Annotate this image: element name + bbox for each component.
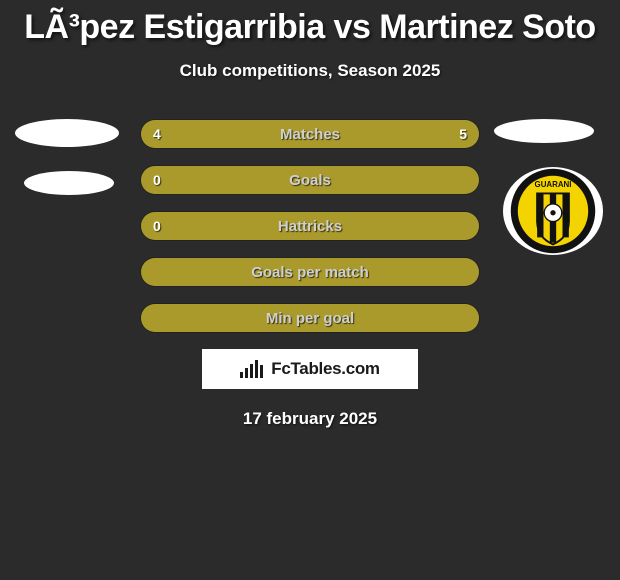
snapshot-date: 17 february 2025 <box>0 409 620 429</box>
guarani-crest-icon: GUARANI <box>503 167 603 255</box>
left-club-logo-2 <box>24 171 114 195</box>
stat-value-right: 5 <box>459 120 467 148</box>
stat-label: Min per goal <box>141 304 479 332</box>
left-player-logos <box>8 119 126 219</box>
stat-value-left: 4 <box>153 120 161 148</box>
stat-row: Matches4 5 <box>140 119 480 149</box>
stat-row: Goals0 <box>140 165 480 195</box>
stat-row: Hattricks0 <box>140 211 480 241</box>
fctables-logo-icon <box>240 360 263 378</box>
stat-value-left: 0 <box>153 166 161 194</box>
stat-label: Matches <box>141 120 479 148</box>
svg-text:GUARANI: GUARANI <box>535 180 572 189</box>
stat-row: Goals per match <box>140 257 480 287</box>
branding-text: FcTables.com <box>271 359 380 379</box>
right-club-logo-guarani: GUARANI <box>503 167 603 255</box>
stat-label: Hattricks <box>141 212 479 240</box>
stat-label: Goals per match <box>141 258 479 286</box>
stat-label: Goals <box>141 166 479 194</box>
right-player-logos: GUARANI <box>494 119 612 255</box>
branding-banner: FcTables.com <box>202 349 418 389</box>
left-club-logo-1 <box>15 119 119 147</box>
stat-rows: Matches45Goals0Hattricks0Goals per match… <box>140 119 480 333</box>
comparison-panel: GUARANI Matches45Goals0Hattricks0Goals p… <box>0 119 620 429</box>
right-club-logo-1 <box>494 119 594 143</box>
stat-value-left: 0 <box>153 212 161 240</box>
page-subtitle: Club competitions, Season 2025 <box>0 61 620 81</box>
page-title: LÃ³pez Estigarribia vs Martinez Soto <box>0 0 620 47</box>
stat-row: Min per goal <box>140 303 480 333</box>
